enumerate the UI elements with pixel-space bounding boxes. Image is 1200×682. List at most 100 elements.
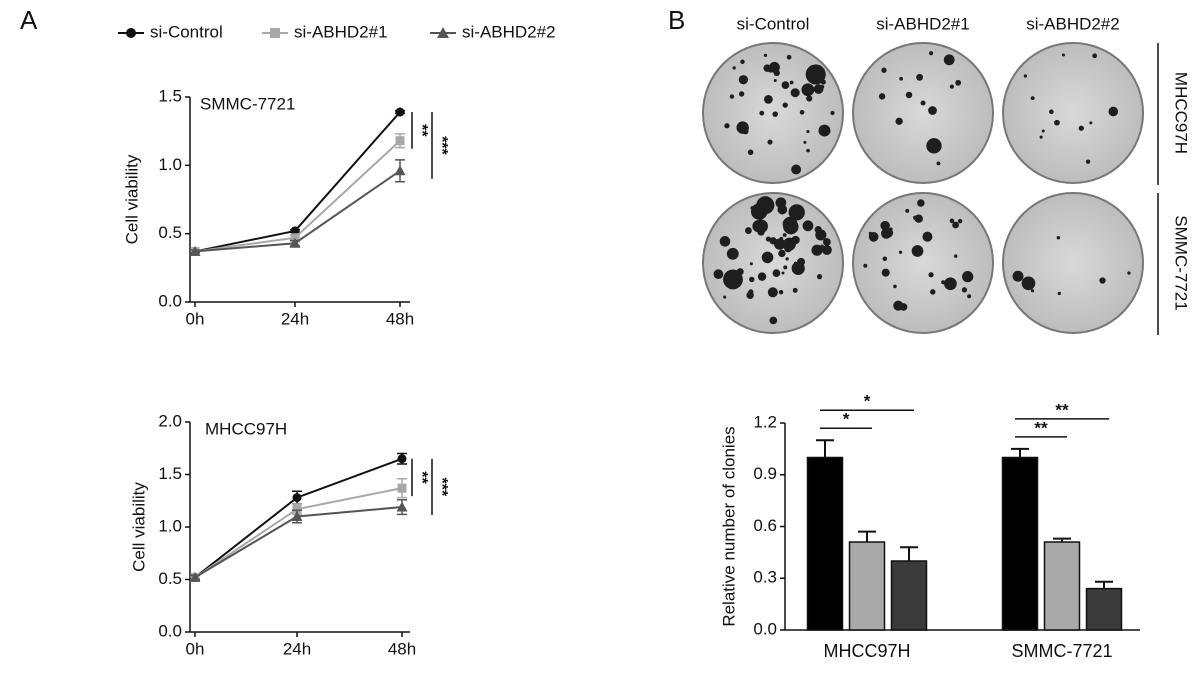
- colony: [949, 218, 955, 224]
- data-point: [291, 511, 303, 521]
- y-tick-label: 0.5: [158, 569, 182, 588]
- colony: [767, 139, 773, 145]
- column-label: si-ABHD2#2: [1026, 14, 1120, 33]
- colony: [813, 84, 824, 94]
- colony: [749, 262, 753, 266]
- legend-marker: [437, 27, 449, 38]
- colony: [957, 218, 963, 224]
- colony: [764, 94, 773, 104]
- colony: [1030, 96, 1035, 101]
- colony: [914, 214, 923, 223]
- colony: [1012, 270, 1024, 282]
- colony: [738, 91, 745, 97]
- legend-label: si-ABHD2#1: [294, 22, 388, 41]
- colony: [816, 273, 823, 280]
- colony: [782, 216, 798, 232]
- data-point: [397, 483, 407, 493]
- colony: [818, 124, 831, 137]
- significance-label: **: [413, 124, 430, 137]
- colony: [1049, 109, 1054, 115]
- colony: [761, 201, 768, 208]
- colony: [881, 67, 887, 73]
- colony: [1085, 159, 1091, 164]
- colony: [773, 69, 780, 77]
- colony: [889, 227, 893, 231]
- chart-title: MHCC97H: [205, 419, 287, 438]
- colony: [895, 117, 903, 125]
- legend-marker: [126, 28, 136, 38]
- plate: [852, 42, 994, 184]
- error-bar: [858, 530, 876, 543]
- y-tick-label: 0.5: [158, 223, 182, 242]
- colony: [955, 79, 962, 86]
- colony: [744, 227, 752, 234]
- bar: [848, 541, 886, 631]
- colony: [786, 54, 792, 60]
- colony: [761, 251, 774, 264]
- colony: [936, 161, 941, 166]
- colony: [1054, 119, 1060, 126]
- colony: [755, 210, 760, 215]
- error-bar: [900, 546, 918, 561]
- x-tick-label: 0h: [186, 639, 205, 658]
- colony: [740, 59, 745, 65]
- colony: [750, 206, 755, 210]
- colony: [822, 238, 831, 246]
- colony: [765, 236, 771, 242]
- colony: [1127, 271, 1131, 275]
- y-tick-label: 1.5: [158, 464, 182, 483]
- colony: [811, 244, 823, 256]
- colony: [806, 148, 810, 153]
- colony: [742, 128, 749, 135]
- colony: [930, 289, 936, 295]
- x-tick-label: 24h: [283, 639, 311, 658]
- colony: [772, 269, 781, 278]
- colony: [1057, 291, 1061, 296]
- colony: [911, 245, 924, 257]
- colony: [944, 277, 957, 291]
- panel-label: B: [668, 5, 685, 35]
- colony: [949, 84, 954, 89]
- colony: [893, 300, 904, 311]
- colony: [814, 226, 822, 234]
- significance-label: ***: [433, 478, 450, 497]
- colony: [882, 256, 888, 262]
- colony: [803, 140, 807, 144]
- colony: [788, 204, 805, 221]
- colony: [778, 289, 784, 295]
- colony: [790, 88, 800, 98]
- colony: [806, 95, 813, 102]
- colony: [863, 263, 868, 268]
- colony: [782, 233, 787, 237]
- colony: [928, 272, 934, 278]
- colony: [943, 54, 955, 66]
- colony: [880, 220, 890, 231]
- colony: [868, 231, 872, 235]
- colony: [898, 250, 903, 254]
- colony: [822, 245, 832, 255]
- colony: [917, 199, 925, 207]
- colony: [1023, 74, 1028, 78]
- colony: [922, 231, 933, 242]
- colony: [928, 106, 937, 115]
- colony: [1056, 236, 1061, 240]
- colony: [1108, 106, 1119, 117]
- data-point: [396, 501, 408, 512]
- colony: [757, 272, 767, 281]
- colony: [881, 268, 890, 277]
- colony: [830, 110, 835, 116]
- data-point: [290, 226, 300, 236]
- data-point: [289, 237, 301, 248]
- colony: [1061, 53, 1065, 57]
- plate: [1002, 192, 1144, 334]
- row-label: MHCC97H: [1172, 72, 1191, 154]
- data-point: [395, 136, 405, 146]
- colony: [754, 219, 768, 234]
- y-axis-label: Relative number of clonies: [719, 426, 738, 626]
- significance-label: **: [413, 471, 430, 484]
- colony: [805, 64, 826, 85]
- colony: [926, 138, 942, 154]
- colony: [799, 109, 805, 115]
- colony: [774, 238, 786, 250]
